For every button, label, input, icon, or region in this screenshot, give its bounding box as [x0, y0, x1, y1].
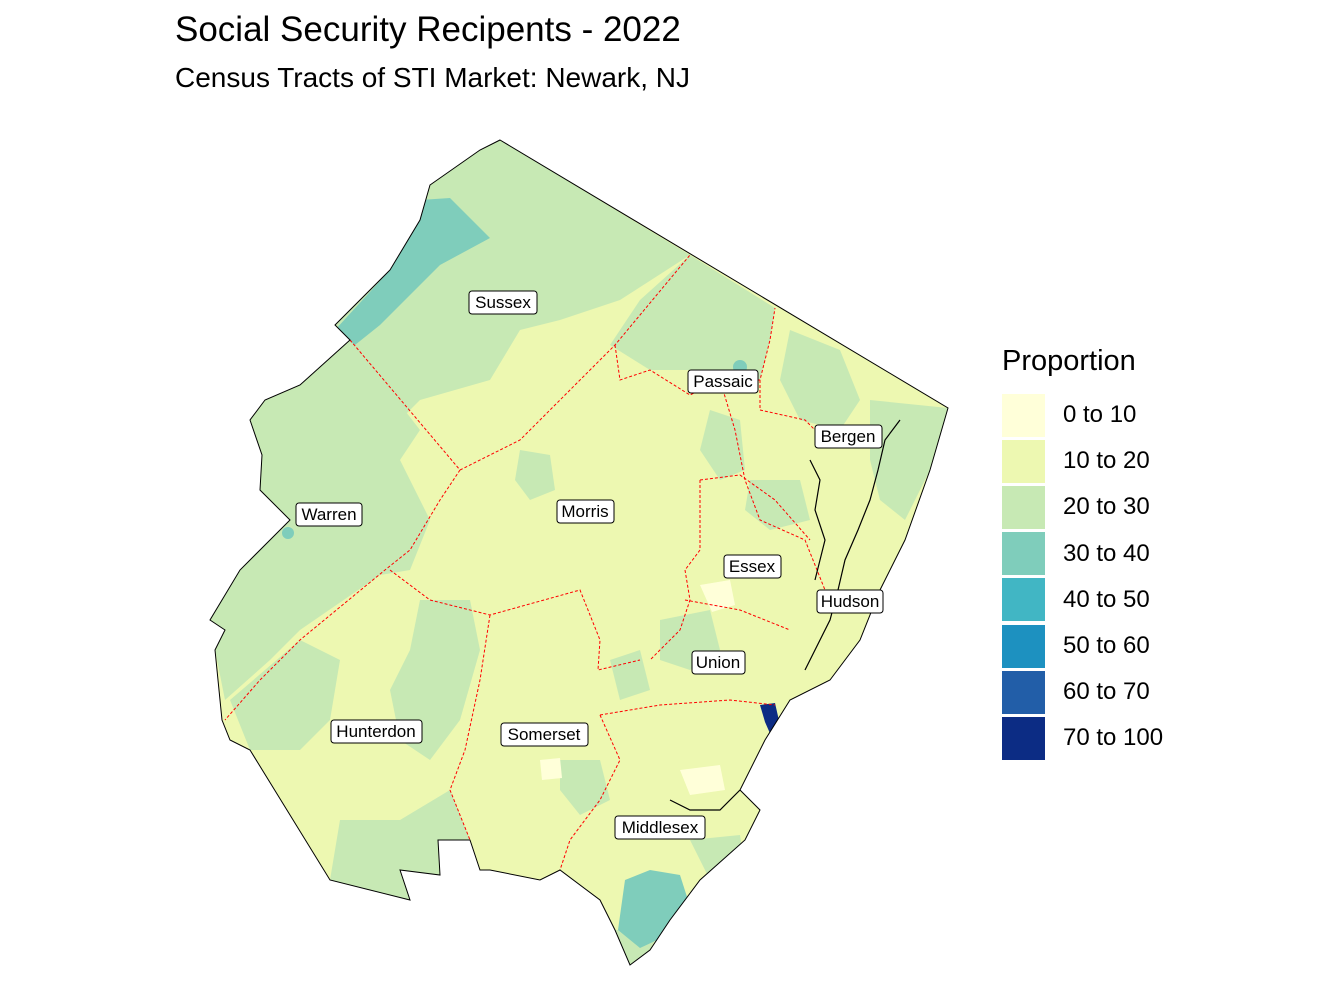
svg-text:Hunterdon: Hunterdon — [336, 722, 415, 741]
tract-area — [560, 760, 610, 815]
tract-area — [680, 765, 725, 795]
svg-text:Somerset: Somerset — [508, 725, 581, 744]
county-label-morris[interactable]: Morris — [556, 499, 615, 524]
county-labels: Sussex Passaic Bergen Warren Morris Esse… — [295, 290, 884, 840]
svg-text:Morris: Morris — [561, 502, 608, 521]
svg-text:Union: Union — [696, 653, 740, 672]
legend-item: 10 to 20 — [1002, 438, 1163, 484]
legend-item: 70 to 100 — [1002, 715, 1163, 761]
tract-area — [870, 400, 948, 520]
tract-area — [545, 880, 575, 905]
legend-item: 0 to 10 — [1002, 392, 1163, 438]
county-label-somerset[interactable]: Somerset — [500, 722, 589, 747]
county-label-hunterdon[interactable]: Hunterdon — [330, 719, 423, 744]
tract-area — [700, 410, 745, 480]
tract-area — [330, 140, 690, 440]
tract-area — [700, 580, 735, 612]
svg-text:Sussex: Sussex — [475, 293, 531, 312]
map-title: Social Security Recipents - 2022 — [175, 10, 681, 49]
legend-item: 20 to 30 — [1002, 484, 1163, 530]
tract-area — [330, 790, 470, 900]
tract-area — [540, 758, 562, 780]
tract-area — [282, 527, 294, 539]
legend-label: 0 to 10 — [1063, 401, 1137, 429]
tract-area — [610, 255, 775, 380]
market-boundary — [209, 139, 949, 966]
svg-text:Hudson: Hudson — [821, 592, 880, 611]
legend-swatch — [1002, 393, 1045, 437]
svg-text:Bergen: Bergen — [821, 427, 876, 446]
legend-label: 30 to 40 — [1063, 539, 1150, 567]
legend: Proportion 0 to 10 10 to 20 20 to 30 30 to … — [1002, 345, 1163, 762]
tract-area — [780, 330, 860, 430]
legend-item: 50 to 60 — [1002, 623, 1163, 669]
county-label-essex[interactable]: Essex — [723, 554, 782, 579]
legend-label: 50 to 60 — [1063, 632, 1150, 660]
map-subtitle: Census Tracts of STI Market: Newark, NJ — [175, 62, 691, 93]
county-label-bergen[interactable]: Bergen — [814, 424, 883, 449]
svg-text:Essex: Essex — [729, 557, 776, 576]
legend-items: 0 to 10 10 to 20 20 to 30 30 to 40 40 to 50 5… — [1002, 392, 1163, 762]
svg-text:Passaic: Passaic — [693, 372, 753, 391]
tract-area — [230, 640, 340, 750]
county-label-warren[interactable]: Warren — [295, 502, 363, 527]
county-label-middlesex[interactable]: Middlesex — [614, 815, 706, 840]
tract-area — [745, 480, 810, 530]
county-label-sussex[interactable]: Sussex — [468, 290, 538, 315]
legend-label: 20 to 30 — [1063, 493, 1150, 521]
tract-area — [610, 650, 650, 700]
legend-swatch — [1002, 670, 1045, 714]
legend-label: 70 to 100 — [1063, 724, 1164, 752]
legend-item: 60 to 70 — [1002, 669, 1163, 715]
county-label-hudson[interactable]: Hudson — [816, 589, 884, 614]
county-label-union[interactable]: Union — [691, 650, 746, 675]
legend-item: 30 to 40 — [1002, 531, 1163, 577]
legend-label: 10 to 20 — [1063, 447, 1150, 475]
waterfront-outline — [669, 419, 901, 811]
county-label-passaic[interactable]: Passaic — [687, 369, 759, 394]
legend-swatch — [1002, 532, 1045, 576]
legend-swatch — [1002, 485, 1045, 529]
svg-text:Warren: Warren — [301, 505, 356, 524]
legend-title: Proportion — [1002, 345, 1136, 377]
legend-item: 40 to 50 — [1002, 577, 1163, 623]
tract-area — [335, 198, 490, 345]
legend-swatch — [1002, 624, 1045, 668]
legend-swatch — [1002, 578, 1045, 622]
legend-swatch — [1002, 716, 1045, 760]
tract-area — [515, 450, 555, 500]
legend-label: 40 to 50 — [1063, 585, 1150, 613]
tract-area — [618, 870, 688, 948]
svg-text:Middlesex: Middlesex — [622, 818, 699, 837]
legend-label: 60 to 70 — [1063, 678, 1150, 706]
legend-swatch — [1002, 439, 1045, 483]
